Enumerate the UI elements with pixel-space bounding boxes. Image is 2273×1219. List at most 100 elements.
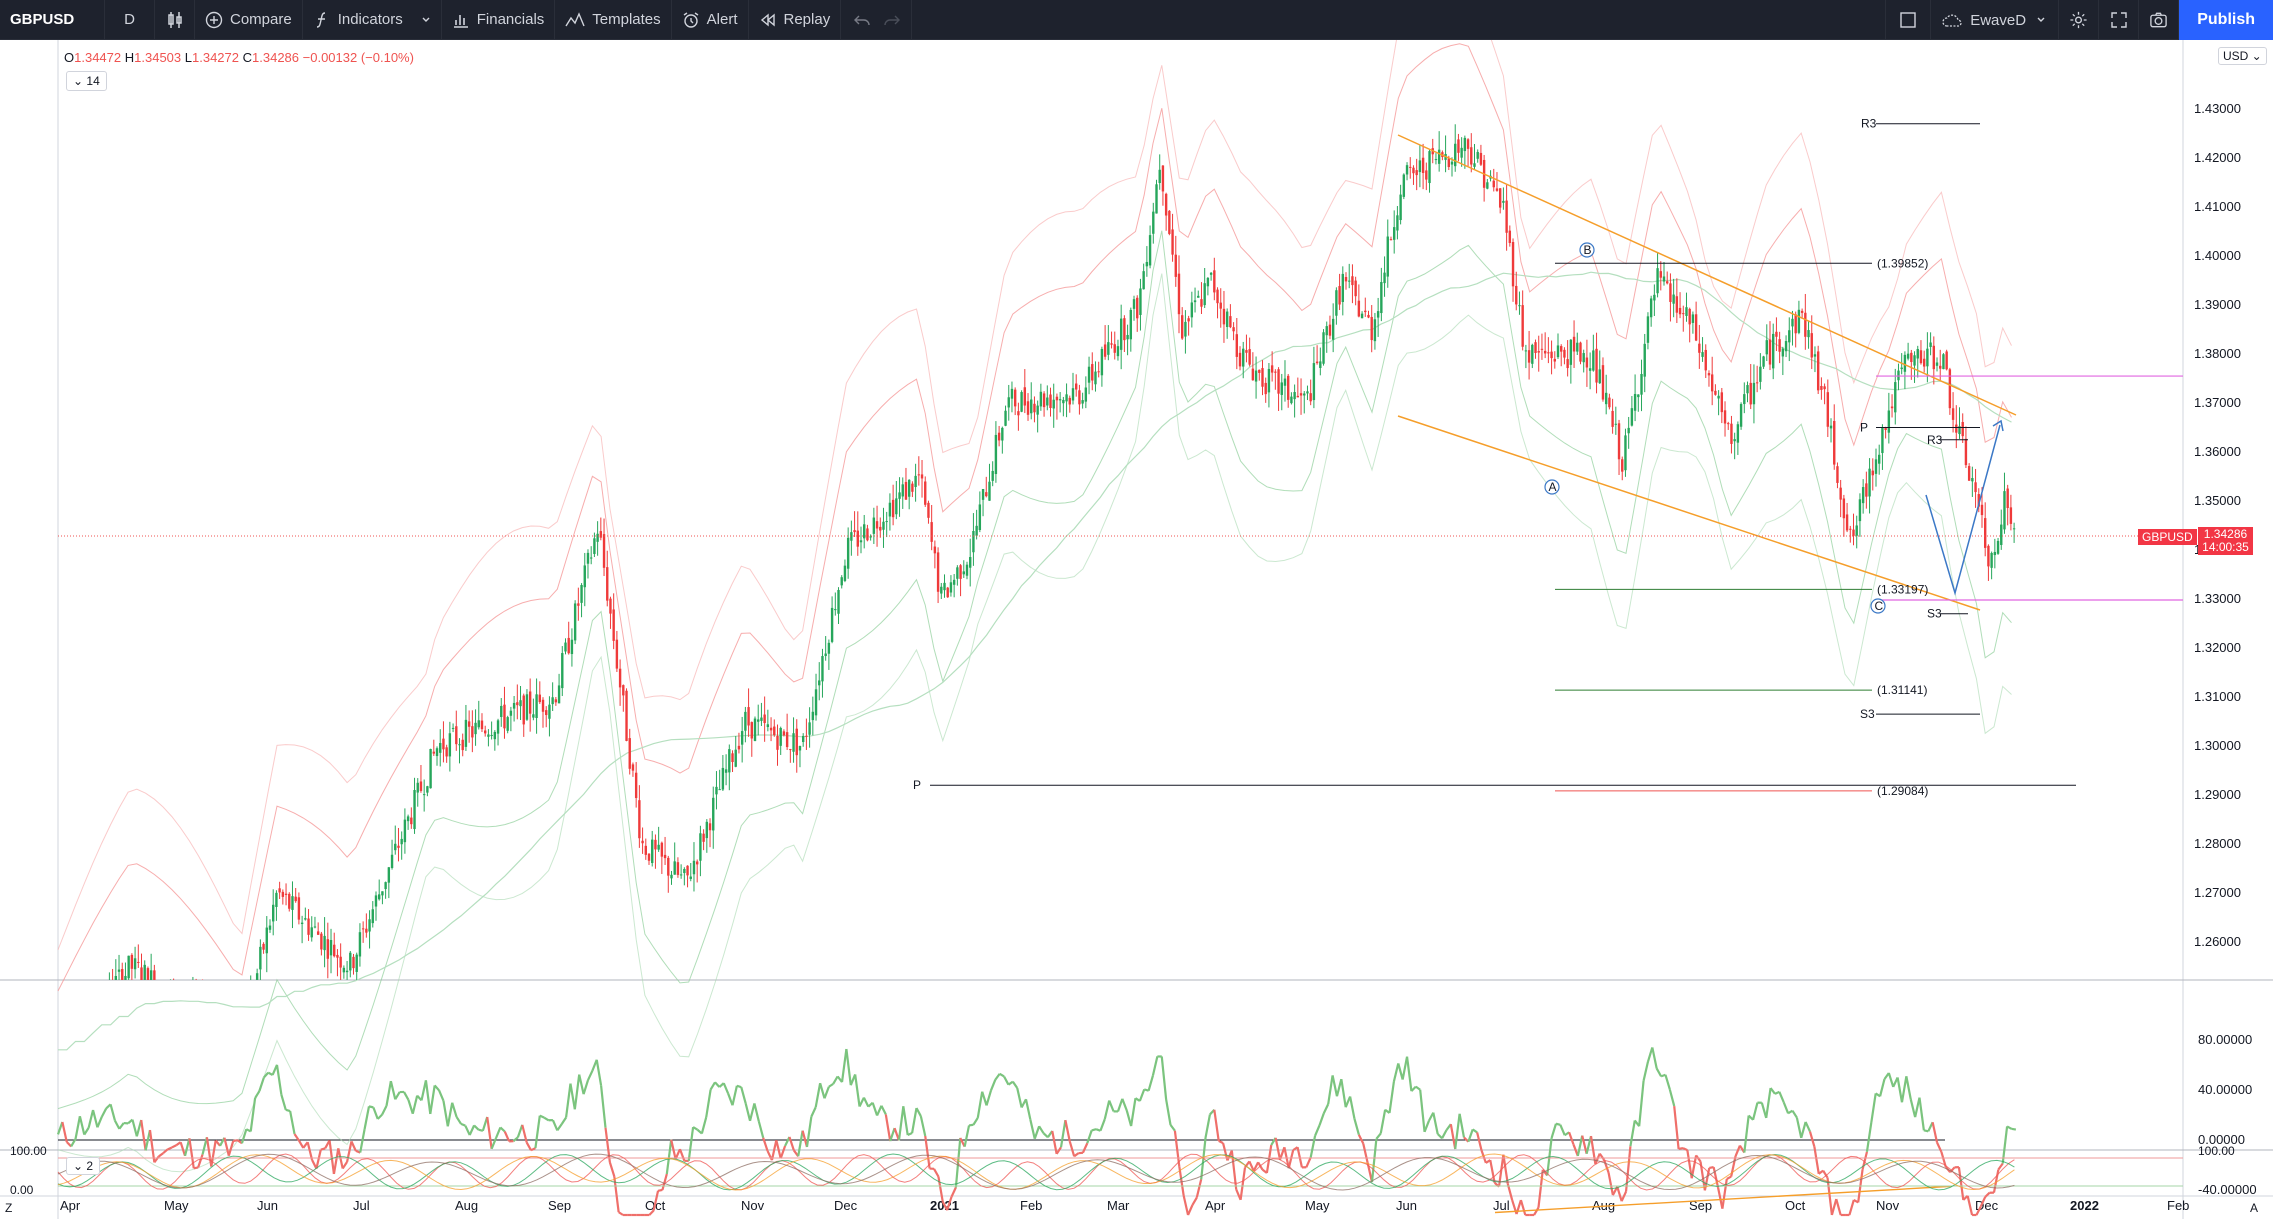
compare-button[interactable]: Compare bbox=[195, 0, 303, 40]
candle-body bbox=[1078, 390, 1081, 405]
candle-body bbox=[724, 769, 728, 773]
financials-button[interactable]: Financials bbox=[442, 0, 556, 40]
oscillator-segment bbox=[109, 1104, 117, 1121]
candle-body bbox=[1656, 268, 1659, 294]
indicator-chip-2[interactable]: ⌄ 2 bbox=[66, 1157, 101, 1175]
redo-button[interactable] bbox=[877, 0, 913, 40]
fib-level-label: (1.39852) bbox=[1877, 256, 1928, 270]
candle-body bbox=[609, 598, 612, 614]
y-tick-label: 1.29000 bbox=[2194, 787, 2241, 802]
candle-body bbox=[378, 894, 381, 900]
candle-body bbox=[1142, 271, 1145, 290]
candle-body bbox=[336, 954, 339, 958]
fib-level-label: (1.29084) bbox=[1877, 784, 1928, 798]
candle-body bbox=[1245, 350, 1248, 353]
candle-body bbox=[972, 531, 975, 553]
candle-body bbox=[1229, 316, 1232, 328]
candle-body bbox=[612, 609, 615, 641]
candle-body bbox=[442, 738, 445, 750]
candle-body bbox=[1344, 276, 1348, 282]
oscillator-segment bbox=[722, 1082, 730, 1094]
currency-button[interactable]: USD ⌄ bbox=[2218, 47, 2267, 65]
snapshot-button[interactable] bbox=[2139, 0, 2180, 40]
oscillator-segment bbox=[96, 1116, 103, 1128]
oscillator-segment bbox=[1191, 1196, 1198, 1206]
oscillator-segment bbox=[359, 1128, 366, 1153]
x-tick-label: May bbox=[164, 1198, 189, 1213]
candle-body bbox=[875, 521, 879, 529]
candle-body bbox=[895, 498, 898, 515]
oscillator-segment bbox=[1629, 1120, 1636, 1147]
oscillator-segment bbox=[1029, 1119, 1036, 1139]
indicator-chip[interactable]: ⌄ 14 bbox=[66, 71, 107, 91]
undo-button[interactable] bbox=[841, 0, 877, 40]
indicators-label: Indicators bbox=[337, 11, 403, 28]
x-tick-label: May bbox=[1305, 1198, 1330, 1213]
candle-body bbox=[1126, 334, 1129, 340]
settings-button[interactable] bbox=[2059, 0, 2100, 40]
interval-button[interactable]: D bbox=[105, 0, 155, 40]
oscillator-segment bbox=[1581, 1135, 1588, 1154]
candle-body bbox=[670, 874, 673, 879]
oscillator-segment bbox=[1410, 1085, 1417, 1092]
candle-body bbox=[721, 767, 725, 790]
candle-body bbox=[487, 734, 490, 737]
templates-button[interactable]: Templates bbox=[555, 0, 672, 40]
candle-body bbox=[1392, 227, 1396, 240]
candle-body bbox=[1951, 408, 1955, 420]
candle-body bbox=[1585, 357, 1589, 368]
oscillator-segment bbox=[670, 1139, 677, 1160]
candle-body bbox=[1508, 230, 1512, 243]
publish-button[interactable]: Publish bbox=[2179, 0, 2273, 40]
replay-button[interactable]: Replay bbox=[749, 0, 842, 40]
symbol-search[interactable]: GBPUSD bbox=[0, 0, 105, 40]
chart-area[interactable]: 1.43000 1.42000 1.41000 1.40000 1.39000 1.380… bbox=[0, 40, 2273, 1219]
fullscreen-select-button[interactable] bbox=[1885, 0, 1932, 40]
alert-button[interactable]: Alert bbox=[672, 0, 749, 40]
candle-body bbox=[1913, 355, 1916, 366]
oscillator-segment bbox=[1187, 1204, 1194, 1216]
y-tick-label: 1.37000 bbox=[2194, 395, 2241, 410]
oscillator-segment bbox=[113, 1120, 121, 1130]
chart-canvas[interactable]: 1.43000 1.42000 1.41000 1.40000 1.39000 1.380… bbox=[0, 40, 2273, 1219]
fullscreen-button[interactable] bbox=[2099, 0, 2140, 40]
candle-body bbox=[901, 484, 904, 497]
pivot-level-label: S3 bbox=[1860, 707, 1875, 721]
oscillator-segment bbox=[516, 1124, 524, 1138]
candle-body bbox=[561, 653, 564, 689]
oscillator-segment bbox=[424, 1080, 432, 1115]
indicators-button[interactable]: Indicators bbox=[303, 0, 442, 40]
oscillator-segment bbox=[1585, 1135, 1593, 1154]
oscillator-segment bbox=[1091, 1128, 1097, 1132]
candle-body bbox=[1058, 399, 1062, 401]
oscillator-segment bbox=[854, 1074, 861, 1107]
candle-body bbox=[143, 964, 146, 980]
chart-type-button[interactable] bbox=[155, 0, 195, 40]
candle-body bbox=[1595, 348, 1598, 383]
candle-body bbox=[573, 603, 577, 641]
candle-body bbox=[634, 772, 638, 799]
oscillator-segment bbox=[258, 1077, 265, 1092]
candle-body bbox=[1878, 454, 1881, 464]
chart-background bbox=[0, 40, 2273, 1219]
y-tick-label: 1.26000 bbox=[2194, 934, 2241, 949]
candle-body bbox=[750, 722, 753, 739]
candle-body bbox=[631, 764, 635, 771]
x-tick-label: Jul bbox=[1493, 1198, 1510, 1213]
candle-body bbox=[1103, 344, 1107, 357]
oscillator-segment bbox=[994, 1073, 1001, 1081]
layout-button[interactable]: EwaveD bbox=[1931, 0, 2060, 40]
candle-body bbox=[1672, 294, 1675, 304]
candle-body bbox=[522, 695, 525, 725]
oscillator-segment bbox=[530, 1147, 536, 1152]
oscillator-segment bbox=[1392, 1063, 1400, 1082]
candle-body bbox=[580, 585, 583, 603]
oscillator-segment bbox=[1016, 1087, 1023, 1108]
candle-body bbox=[1119, 318, 1123, 350]
candle-body bbox=[1418, 160, 1422, 173]
candle-body bbox=[1100, 348, 1104, 376]
candle-body bbox=[291, 896, 294, 910]
oscillator-segment bbox=[1073, 1152, 1080, 1158]
oscillator-segment bbox=[240, 1128, 248, 1144]
candle-body bbox=[994, 434, 998, 475]
